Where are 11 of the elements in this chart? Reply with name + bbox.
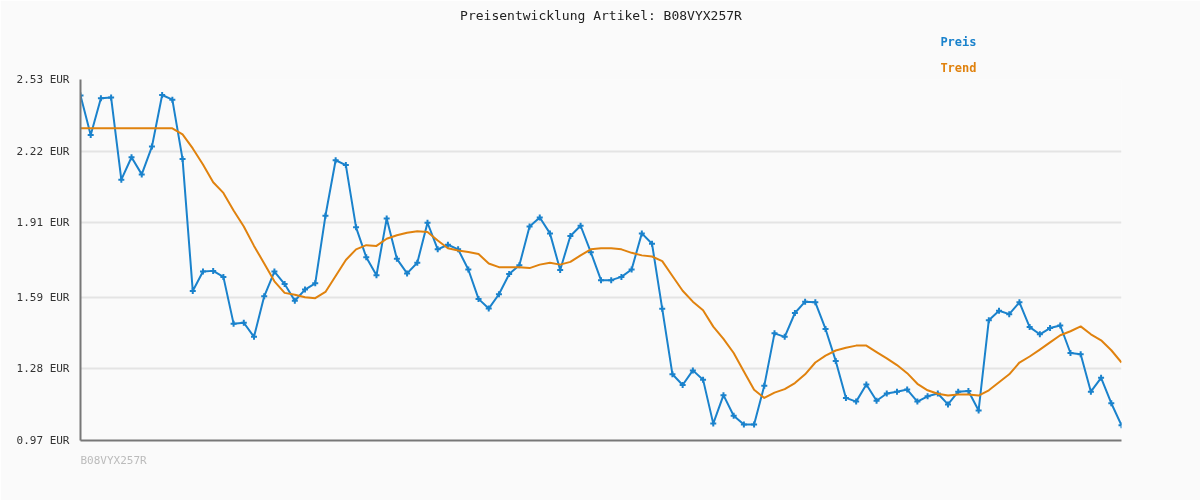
y-tick-label: 0.97 EUR xyxy=(16,434,70,447)
y-tick-label: 1.28 EUR xyxy=(16,362,70,376)
chart-title: Preisentwicklung Artikel: B08VYX257R xyxy=(460,7,743,23)
y-tick-label: 2.53 EUR xyxy=(16,73,70,86)
text: Preis xyxy=(940,34,977,49)
text: Trend xyxy=(940,60,977,75)
text: B08VYX257R xyxy=(80,453,148,467)
y-tick-label: 2.22 EUR xyxy=(16,144,70,158)
y-tick-label: 1.59 EUR xyxy=(16,290,70,304)
y-tick-label: 1.91 EUR xyxy=(16,216,70,230)
line-series xyxy=(80,127,1122,399)
